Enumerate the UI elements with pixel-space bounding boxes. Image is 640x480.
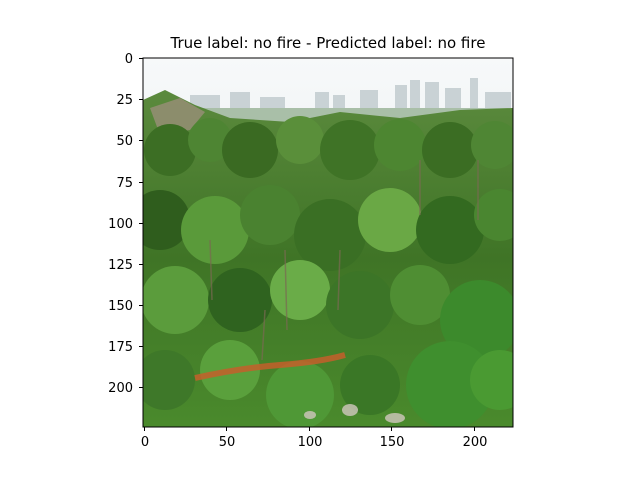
y-tick-label: 100 [108,217,133,232]
photo-image [143,58,513,427]
x-tick-label: 100 [298,435,323,450]
y-tick-label: 175 [108,340,133,355]
x-tick-label: 50 [219,435,236,450]
y-tick-label: 125 [108,258,133,273]
y-tick-label: 50 [116,134,133,149]
y-tick-label: 0 [125,52,133,67]
y-axis [139,58,143,388]
y-tick-label: 150 [108,299,133,314]
y-tick-label: 25 [116,93,133,108]
x-tick-label: 150 [380,435,405,450]
x-axis [144,427,475,431]
tree-canopy [143,116,513,427]
y-tick-label: 200 [108,381,133,396]
plot-axes-frame [142,57,514,428]
figure-title: True label: no fire - Predicted label: n… [170,34,486,52]
dirt-path [194,352,346,381]
x-tick-label: 0 [141,435,149,450]
y-tick-label: 75 [116,176,133,191]
x-tick-label: 200 [463,435,488,450]
